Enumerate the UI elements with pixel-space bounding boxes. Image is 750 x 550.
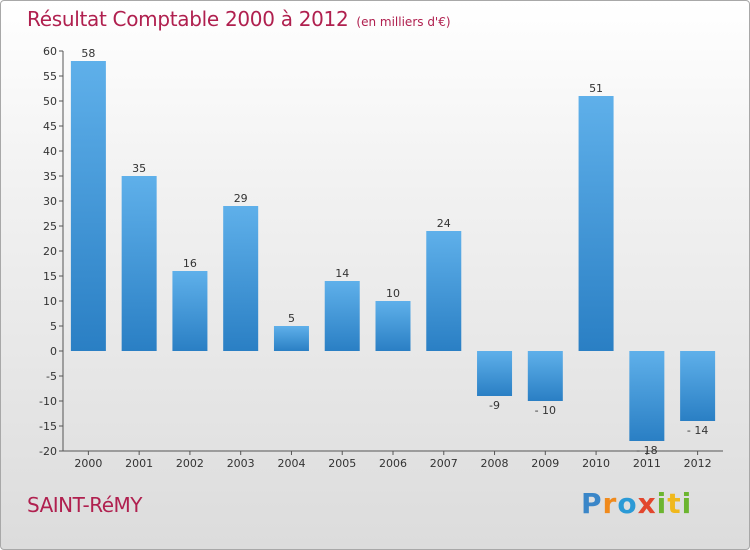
bar-value-label: -9 [489, 399, 500, 412]
x-tick-label: 2011 [633, 457, 661, 470]
y-tick-label: 40 [43, 145, 57, 158]
x-tick-label: 2003 [227, 457, 255, 470]
chart-title-text: Résultat Comptable 2000 à 2012 [27, 7, 349, 31]
y-tick-label: 10 [43, 295, 57, 308]
chart-title: Résultat Comptable 2000 à 2012 (en millie… [27, 7, 451, 31]
y-tick-label: -10 [39, 395, 57, 408]
bar [70, 61, 106, 351]
y-tick-label: 30 [43, 195, 57, 208]
y-tick-label: 15 [43, 270, 57, 283]
logo-letter: P [581, 487, 603, 520]
bar-value-label: 24 [437, 217, 451, 230]
bar-value-label: 16 [183, 257, 197, 270]
bar-value-label: 14 [335, 267, 349, 280]
bar-value-label: 29 [234, 192, 248, 205]
y-tick-label: -20 [39, 445, 57, 458]
y-tick-label: 60 [43, 45, 57, 58]
x-tick-label: 2009 [531, 457, 559, 470]
x-tick-label: 2012 [684, 457, 712, 470]
bar [223, 206, 259, 351]
y-tick-label: 5 [50, 320, 57, 333]
bar [527, 351, 563, 401]
bar [324, 281, 360, 351]
x-tick-label: 2005 [328, 457, 356, 470]
x-tick-label: 2004 [277, 457, 305, 470]
y-tick-label: 25 [43, 220, 57, 233]
logo-letter: t [667, 487, 682, 520]
y-tick-label: 35 [43, 170, 57, 183]
bar [121, 176, 157, 351]
bar [680, 351, 716, 421]
x-tick-label: 2010 [582, 457, 610, 470]
bar-value-label: 10 [386, 287, 400, 300]
chart-subtitle: (en milliers d'€) [356, 15, 451, 29]
y-tick-label: -5 [46, 370, 57, 383]
bar-value-label: - 14 [687, 424, 708, 437]
y-tick-label: 20 [43, 245, 57, 258]
town-name: SAINT-RéMY [27, 493, 142, 517]
y-tick-label: 50 [43, 95, 57, 108]
logo-letter: x [637, 487, 657, 520]
bar-value-label: 5 [288, 312, 295, 325]
x-tick-label: 2006 [379, 457, 407, 470]
chart-labels: 58 35 16 29 5 14 10 24 -9 - 10 51 - 18 - 14 [81, 47, 708, 457]
bar-value-label: 58 [81, 47, 95, 60]
x-tick-label: 2002 [176, 457, 204, 470]
logo-letter: o [617, 487, 638, 520]
x-tick-label: 2007 [430, 457, 458, 470]
chart-bars [70, 61, 716, 441]
y-tick-label: 55 [43, 70, 57, 83]
bar-value-label: - 10 [535, 404, 556, 417]
bar [172, 271, 208, 351]
y-tick-label: 45 [43, 120, 57, 133]
bar [426, 231, 462, 351]
bar [273, 326, 309, 351]
proxiti-logo: Proxiti [581, 487, 692, 520]
y-tick-label: -15 [39, 420, 57, 433]
y-tick-label: 0 [50, 345, 57, 358]
bar [477, 351, 513, 396]
logo-letter: i [656, 487, 668, 520]
bar [375, 301, 411, 351]
bar-value-label: 35 [132, 162, 146, 175]
logo-letter: i [681, 487, 693, 520]
logo-letter: r [602, 487, 618, 520]
bar [629, 351, 665, 441]
bar-value-label: - 18 [636, 444, 657, 457]
x-tick-label: 2000 [74, 457, 102, 470]
x-tick-label: 2001 [125, 457, 153, 470]
bar-value-label: 51 [589, 82, 603, 95]
bar [578, 96, 614, 351]
x-tick-label: 2008 [481, 457, 509, 470]
